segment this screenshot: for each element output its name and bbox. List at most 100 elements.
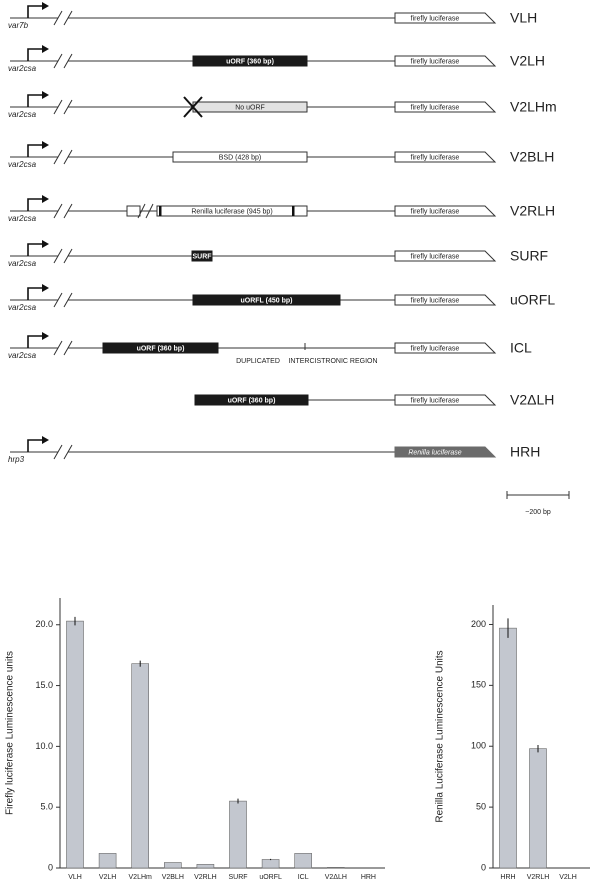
construct-name: V2ΔLH <box>510 392 554 408</box>
construct-name: V2RLH <box>510 203 555 219</box>
luciferase-label: Renilla luciferase <box>408 449 461 456</box>
luciferase-box <box>394 446 497 458</box>
promoter-label: var2csa <box>8 259 37 268</box>
luciferase-box <box>394 205 497 217</box>
arrowhead <box>42 45 49 53</box>
arrowhead <box>42 332 49 340</box>
bar <box>294 853 313 869</box>
bar <box>196 864 215 869</box>
element-box <box>102 342 219 354</box>
promoter-arrow <box>27 198 44 211</box>
luciferase-label: firefly luciferase <box>411 58 460 65</box>
y-tick-label: 5.0 <box>40 802 53 812</box>
promoter-label: var2csa <box>8 160 37 169</box>
bar <box>164 862 182 869</box>
promoter-label: var2csa <box>8 64 37 73</box>
luciferase-box <box>394 151 497 163</box>
cross <box>183 96 203 118</box>
y-tick-label: 100 <box>471 741 486 751</box>
bar <box>131 663 149 869</box>
luciferase-label: firefly luciferase <box>411 154 460 161</box>
arrowhead <box>42 240 49 248</box>
scale-label: ~200 bp <box>525 509 551 516</box>
arrowhead <box>42 436 49 444</box>
luciferase-label: firefly luciferase <box>411 104 460 111</box>
luciferase-box <box>394 55 497 67</box>
bar <box>529 748 547 869</box>
luciferase-label: firefly luciferase <box>411 297 460 304</box>
construct-name: ICL <box>510 340 532 356</box>
promoter-arrow <box>27 48 44 61</box>
luciferase-box <box>394 250 497 262</box>
y-axis-label: Firefly luciferase Luminescence units <box>5 651 16 815</box>
element-label: BSD (428 bp) <box>219 154 261 161</box>
y-tick-label: 200 <box>471 619 486 629</box>
x-tick-label: V2RLH <box>527 874 550 881</box>
element-box <box>172 151 308 163</box>
luciferase-box <box>394 394 497 406</box>
element-box <box>192 55 308 67</box>
construct-name: SURF <box>510 248 548 264</box>
y-axis-label: Renilla Luciferase Luminescence Units <box>435 650 446 822</box>
promoter-label: var7b <box>8 21 29 30</box>
x-tick-label: V2RLH <box>194 874 217 881</box>
construct-name: VLH <box>510 10 537 26</box>
luciferase-box <box>394 101 497 113</box>
luciferase-box <box>394 294 497 306</box>
bar <box>261 859 280 869</box>
element-box <box>156 205 308 217</box>
x-tick-label: SURF <box>228 874 247 881</box>
bar <box>66 620 84 869</box>
region-label: INTERCISTRONIC REGION <box>288 358 377 365</box>
y-tick-label: 15.0 <box>35 680 53 690</box>
construct-name: uORFL <box>510 292 555 308</box>
bar <box>229 800 247 869</box>
x-tick-label: V2LH <box>559 874 577 881</box>
element-label: SURF <box>192 253 212 260</box>
promoter-arrow <box>27 144 44 157</box>
element-label: uORFL (450 bp) <box>241 297 293 304</box>
promoter-arrow <box>27 243 44 256</box>
bar <box>326 867 345 869</box>
construct-name: V2BLH <box>510 149 554 165</box>
luciferase-box <box>394 342 497 354</box>
promoter-label: var2csa <box>8 110 37 119</box>
arrowhead <box>42 91 49 99</box>
promoter-label: var2csa <box>8 214 37 223</box>
x-tick-label: HRH <box>361 874 376 881</box>
y-tick-label: 150 <box>471 680 486 690</box>
y-tick-label: 0 <box>481 862 486 872</box>
element-bar <box>159 206 162 216</box>
construct-name: V2LHm <box>510 99 557 115</box>
element-label: uORF (360 bp) <box>226 58 274 65</box>
element-box <box>194 394 309 406</box>
y-tick-label: 10.0 <box>35 741 53 751</box>
element-box <box>191 250 213 262</box>
fragment-box <box>126 205 141 217</box>
luciferase-label: firefly luciferase <box>411 253 460 260</box>
promoter-arrow <box>27 439 44 452</box>
promoter-arrow <box>27 5 44 18</box>
x-tick-label: V2BLH <box>162 874 184 881</box>
y-tick-label: 0 <box>48 862 53 872</box>
construct-name: V2LH <box>510 53 545 69</box>
luciferase-label: firefly luciferase <box>411 397 460 404</box>
arrowhead <box>42 141 49 149</box>
arrowhead <box>42 284 49 292</box>
y-tick-label: 50 <box>476 801 486 811</box>
y-tick-label: 20.0 <box>35 619 53 629</box>
construct-name: HRH <box>510 444 540 460</box>
element-bar <box>292 206 295 216</box>
x-tick-label: V2LH <box>99 874 117 881</box>
arrowhead <box>42 195 49 203</box>
element-label: uORF (360 bp) <box>228 397 276 404</box>
promoter-label: hrp3 <box>8 455 25 464</box>
x-tick-label: HRH <box>500 874 515 881</box>
region-label: DUPLICATED <box>236 358 280 365</box>
element-box <box>192 294 341 306</box>
luciferase-label: firefly luciferase <box>411 345 460 352</box>
promoter-label: var2csa <box>8 303 37 312</box>
x-tick-label: VLH <box>68 874 82 881</box>
luciferase-label: firefly luciferase <box>411 15 460 22</box>
